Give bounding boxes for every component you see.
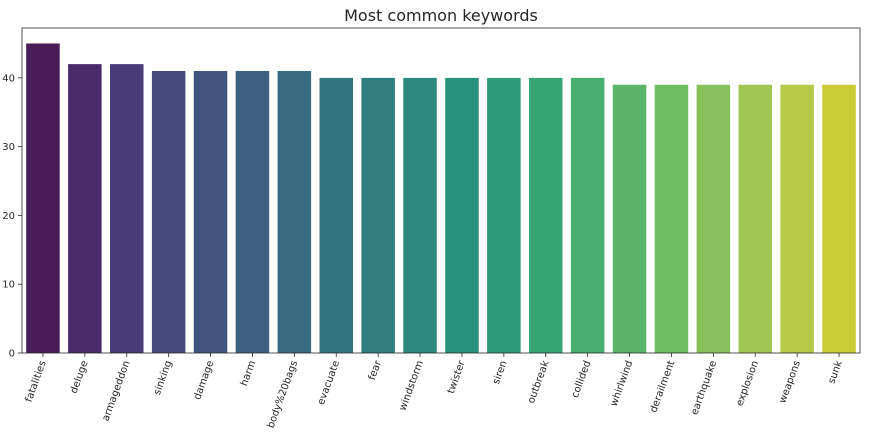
x-tick-label: sunk — [826, 359, 845, 385]
x-axis: fatalities deluge armageddon sinking damage h… — [24, 353, 845, 430]
x-tick-label: damage — [192, 359, 216, 401]
x-tick-label: outbreak — [526, 359, 552, 405]
bar-armageddon — [109, 64, 144, 353]
bar-weapons — [780, 84, 814, 353]
x-tick-label: whirlwind — [609, 359, 636, 408]
chart-title: Most common keywords — [344, 6, 538, 25]
y-axis: 0 10 20 30 40 — [2, 73, 22, 360]
x-tick-label: armageddon — [100, 359, 132, 423]
bar-collided — [570, 77, 605, 353]
y-tick-label: 30 — [2, 142, 15, 153]
bar-whirlwind — [612, 84, 647, 353]
bar-windstorm — [403, 77, 437, 353]
x-tick-label: siren — [491, 359, 510, 386]
bar-siren — [487, 77, 521, 353]
bar-deluge — [68, 64, 102, 353]
bar-damage — [193, 70, 228, 354]
bar-outbreak — [528, 77, 563, 353]
x-tick-label: earthquake — [689, 359, 719, 416]
x-tick-label: explosion — [734, 359, 761, 407]
bar-harm — [235, 70, 270, 354]
x-tick-label: body%20bags — [266, 359, 301, 429]
x-tick-label: derailment — [648, 359, 677, 414]
y-tick-label: 40 — [2, 73, 15, 84]
x-tick-label: collided — [570, 359, 594, 399]
bar-sinking — [151, 70, 186, 354]
x-tick-label: weapons — [777, 359, 803, 405]
x-tick-label: evacuate — [316, 359, 342, 406]
y-tick-label: 0 — [9, 349, 15, 360]
x-tick-label: windstorm — [398, 359, 426, 412]
x-tick-label: sinking — [152, 359, 175, 396]
x-tick-label: fatalities — [24, 359, 49, 403]
bar-fear — [361, 77, 395, 353]
bar-body-20bags — [277, 70, 312, 354]
bar-fatalities — [26, 43, 60, 353]
y-tick-label: 20 — [2, 211, 15, 222]
bar-explosion — [738, 84, 773, 353]
bar-twister — [445, 77, 479, 353]
x-tick-label: deluge — [69, 359, 91, 395]
bar-sunk — [822, 84, 856, 353]
y-tick-label: 10 — [2, 280, 15, 291]
bars-group — [26, 43, 856, 354]
bar-earthquake — [696, 84, 731, 353]
bar-evacuate — [319, 77, 354, 353]
x-tick-label: fear — [367, 358, 384, 381]
plot-frame — [21, 27, 861, 354]
x-tick-label: twister — [446, 358, 468, 395]
bar-derailment — [654, 84, 689, 353]
x-tick-label: harm — [239, 359, 258, 387]
